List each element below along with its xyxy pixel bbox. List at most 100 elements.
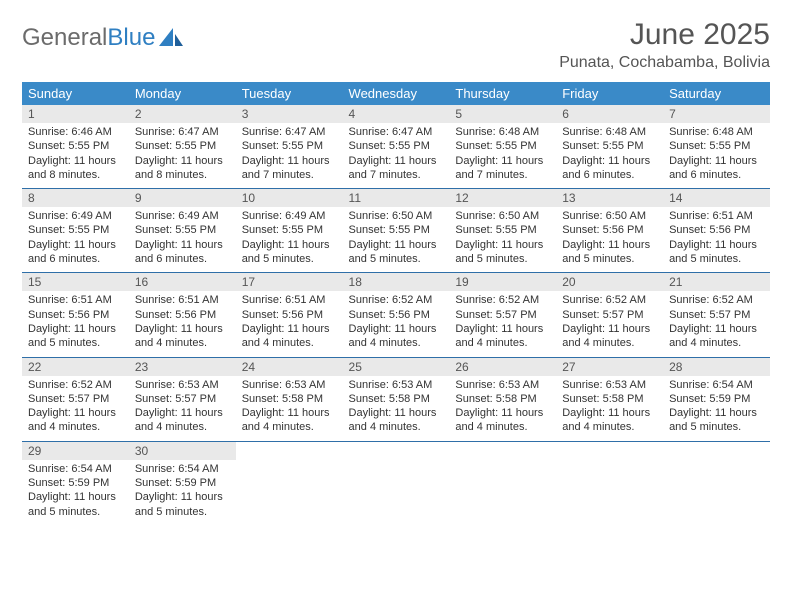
day-number: 1 (22, 105, 129, 123)
daylight-line: Daylight: 11 hours and 4 minutes. (242, 322, 337, 351)
day-cell: Sunrise: 6:51 AMSunset: 5:56 PMDaylight:… (236, 291, 343, 357)
day-number: 18 (343, 273, 450, 291)
sunrise-line: Sunrise: 6:53 AM (455, 378, 550, 392)
sunset-line: Sunset: 5:55 PM (242, 223, 337, 237)
daylight-line: Daylight: 11 hours and 4 minutes. (349, 406, 444, 435)
day-cell: Sunrise: 6:51 AMSunset: 5:56 PMDaylight:… (663, 207, 770, 273)
empty-cell (236, 442, 343, 460)
day-number: 11 (343, 189, 450, 207)
day-cell: Sunrise: 6:54 AMSunset: 5:59 PMDaylight:… (129, 460, 236, 525)
sunrise-line: Sunrise: 6:51 AM (28, 293, 123, 307)
day-number: 30 (129, 442, 236, 460)
day-number: 12 (449, 189, 556, 207)
sunrise-line: Sunrise: 6:50 AM (349, 209, 444, 223)
day-body-row: Sunrise: 6:51 AMSunset: 5:56 PMDaylight:… (22, 291, 770, 357)
daylight-line: Daylight: 11 hours and 6 minutes. (28, 238, 123, 267)
day-cell: Sunrise: 6:47 AMSunset: 5:55 PMDaylight:… (343, 123, 450, 189)
sunrise-line: Sunrise: 6:51 AM (135, 293, 230, 307)
daylight-line: Daylight: 11 hours and 4 minutes. (455, 322, 550, 351)
day-number: 5 (449, 105, 556, 123)
daylight-line: Daylight: 11 hours and 7 minutes. (349, 154, 444, 183)
sunrise-line: Sunrise: 6:53 AM (242, 378, 337, 392)
sunset-line: Sunset: 5:55 PM (455, 139, 550, 153)
day-number: 19 (449, 273, 556, 291)
daylight-line: Daylight: 11 hours and 4 minutes. (349, 322, 444, 351)
day-number: 26 (449, 358, 556, 376)
day-cell: Sunrise: 6:50 AMSunset: 5:55 PMDaylight:… (449, 207, 556, 273)
sunset-line: Sunset: 5:55 PM (349, 223, 444, 237)
sunset-line: Sunset: 5:56 PM (562, 223, 657, 237)
sunset-line: Sunset: 5:56 PM (349, 308, 444, 322)
sunrise-line: Sunrise: 6:51 AM (669, 209, 764, 223)
daylight-line: Daylight: 11 hours and 6 minutes. (135, 238, 230, 267)
day-number: 14 (663, 189, 770, 207)
sunset-line: Sunset: 5:56 PM (28, 308, 123, 322)
day-number: 9 (129, 189, 236, 207)
sunset-line: Sunset: 5:57 PM (28, 392, 123, 406)
day-number: 27 (556, 358, 663, 376)
day-cell: Sunrise: 6:54 AMSunset: 5:59 PMDaylight:… (663, 376, 770, 442)
day-number-row: 891011121314 (22, 189, 770, 207)
daylight-line: Daylight: 11 hours and 5 minutes. (242, 238, 337, 267)
day-cell: Sunrise: 6:48 AMSunset: 5:55 PMDaylight:… (663, 123, 770, 189)
title-block: June 2025 Punata, Cochabamba, Bolivia (559, 18, 770, 72)
day-number: 7 (663, 105, 770, 123)
empty-cell (343, 442, 450, 460)
day-cell: Sunrise: 6:47 AMSunset: 5:55 PMDaylight:… (129, 123, 236, 189)
sunrise-line: Sunrise: 6:50 AM (455, 209, 550, 223)
day-number: 17 (236, 273, 343, 291)
sunrise-line: Sunrise: 6:52 AM (455, 293, 550, 307)
day-number: 22 (22, 358, 129, 376)
day-header: Thursday (449, 82, 556, 105)
day-cell: Sunrise: 6:52 AMSunset: 5:57 PMDaylight:… (449, 291, 556, 357)
day-number: 10 (236, 189, 343, 207)
day-number: 24 (236, 358, 343, 376)
day-number: 4 (343, 105, 450, 123)
sunrise-line: Sunrise: 6:48 AM (669, 125, 764, 139)
empty-cell (663, 442, 770, 460)
sunset-line: Sunset: 5:58 PM (242, 392, 337, 406)
sunset-line: Sunset: 5:59 PM (135, 476, 230, 490)
day-number: 25 (343, 358, 450, 376)
sunset-line: Sunset: 5:55 PM (28, 139, 123, 153)
sunset-line: Sunset: 5:55 PM (349, 139, 444, 153)
day-header: Friday (556, 82, 663, 105)
sunset-line: Sunset: 5:57 PM (455, 308, 550, 322)
daylight-line: Daylight: 11 hours and 5 minutes. (349, 238, 444, 267)
daylight-line: Daylight: 11 hours and 6 minutes. (669, 154, 764, 183)
day-header-row: SundayMondayTuesdayWednesdayThursdayFrid… (22, 82, 770, 105)
sunrise-line: Sunrise: 6:47 AM (349, 125, 444, 139)
header: GeneralBlue June 2025 Punata, Cochabamba… (22, 18, 770, 72)
sunset-line: Sunset: 5:57 PM (562, 308, 657, 322)
empty-cell (236, 460, 343, 525)
day-header: Wednesday (343, 82, 450, 105)
day-cell: Sunrise: 6:47 AMSunset: 5:55 PMDaylight:… (236, 123, 343, 189)
sunrise-line: Sunrise: 6:54 AM (135, 462, 230, 476)
daylight-line: Daylight: 11 hours and 4 minutes. (135, 406, 230, 435)
day-body-row: Sunrise: 6:49 AMSunset: 5:55 PMDaylight:… (22, 207, 770, 273)
sunrise-line: Sunrise: 6:52 AM (28, 378, 123, 392)
day-number-row: 1234567 (22, 105, 770, 123)
day-number: 8 (22, 189, 129, 207)
daylight-line: Daylight: 11 hours and 4 minutes. (242, 406, 337, 435)
logo-text-gray: General (22, 24, 107, 52)
sunset-line: Sunset: 5:56 PM (135, 308, 230, 322)
day-cell: Sunrise: 6:50 AMSunset: 5:56 PMDaylight:… (556, 207, 663, 273)
daylight-line: Daylight: 11 hours and 5 minutes. (28, 322, 123, 351)
sunrise-line: Sunrise: 6:52 AM (349, 293, 444, 307)
sunrise-line: Sunrise: 6:54 AM (28, 462, 123, 476)
day-number: 29 (22, 442, 129, 460)
daylight-line: Daylight: 11 hours and 7 minutes. (242, 154, 337, 183)
empty-cell (556, 442, 663, 460)
sunrise-line: Sunrise: 6:49 AM (28, 209, 123, 223)
day-cell: Sunrise: 6:50 AMSunset: 5:55 PMDaylight:… (343, 207, 450, 273)
sunset-line: Sunset: 5:55 PM (135, 223, 230, 237)
sunset-line: Sunset: 5:55 PM (135, 139, 230, 153)
day-number: 28 (663, 358, 770, 376)
sunrise-line: Sunrise: 6:49 AM (242, 209, 337, 223)
day-header: Monday (129, 82, 236, 105)
sunrise-line: Sunrise: 6:49 AM (135, 209, 230, 223)
sunrise-line: Sunrise: 6:48 AM (562, 125, 657, 139)
daylight-line: Daylight: 11 hours and 7 minutes. (455, 154, 550, 183)
daylight-line: Daylight: 11 hours and 8 minutes. (28, 154, 123, 183)
